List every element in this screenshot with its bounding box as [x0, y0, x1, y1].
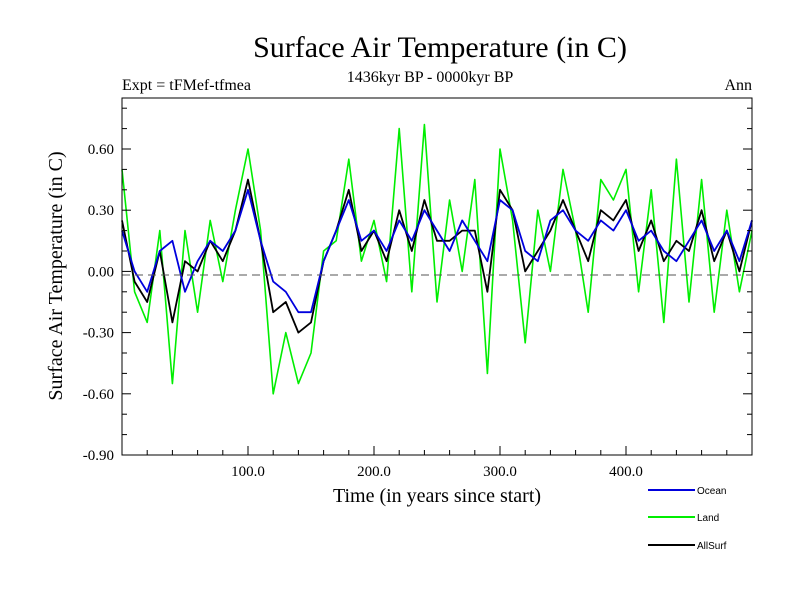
- y-tick-label: -0.30: [83, 326, 114, 342]
- x-axis-label: Time (in years since start): [333, 485, 541, 507]
- legend: Ocean Land AllSurf: [648, 486, 727, 552]
- series-layer: [121, 123, 753, 395]
- x-tick-label: 100.0: [231, 464, 265, 480]
- x-tick-label: 400.0: [609, 464, 643, 480]
- x-tick-label: 200.0: [357, 464, 391, 480]
- experiment-label: Expt = tFMef-tfmea: [122, 77, 251, 94]
- series-line-ocean: [121, 188, 753, 314]
- legend-label-ocean: Ocean: [697, 486, 726, 497]
- y-tick-label: 0.30: [88, 203, 114, 219]
- time-range-label: 1436kyr BP - 0000kyr BP: [347, 69, 514, 86]
- y-tick-label: -0.90: [83, 448, 114, 464]
- y-tick-label: 0.00: [88, 264, 114, 280]
- season-label: Ann: [724, 77, 752, 94]
- series-line-allsurf: [121, 178, 753, 334]
- series-line-land: [121, 123, 753, 395]
- y-tick-label: 0.60: [88, 142, 114, 158]
- y-tick-label: -0.60: [83, 387, 114, 403]
- legend-label-land: Land: [697, 513, 719, 524]
- chart-title: Surface Air Temperature (in C): [253, 31, 627, 64]
- axis-layer: 100.0 200.0 300.0 400.0 -0.90 -0.60 -0.30 0.00 0…: [83, 107, 752, 480]
- x-tick-label: 300.0: [483, 464, 517, 480]
- y-axis-label: Surface Air Temperature (in C): [45, 151, 67, 400]
- legend-label-allsurf: AllSurf: [697, 541, 727, 552]
- plot-frame: [121, 97, 753, 456]
